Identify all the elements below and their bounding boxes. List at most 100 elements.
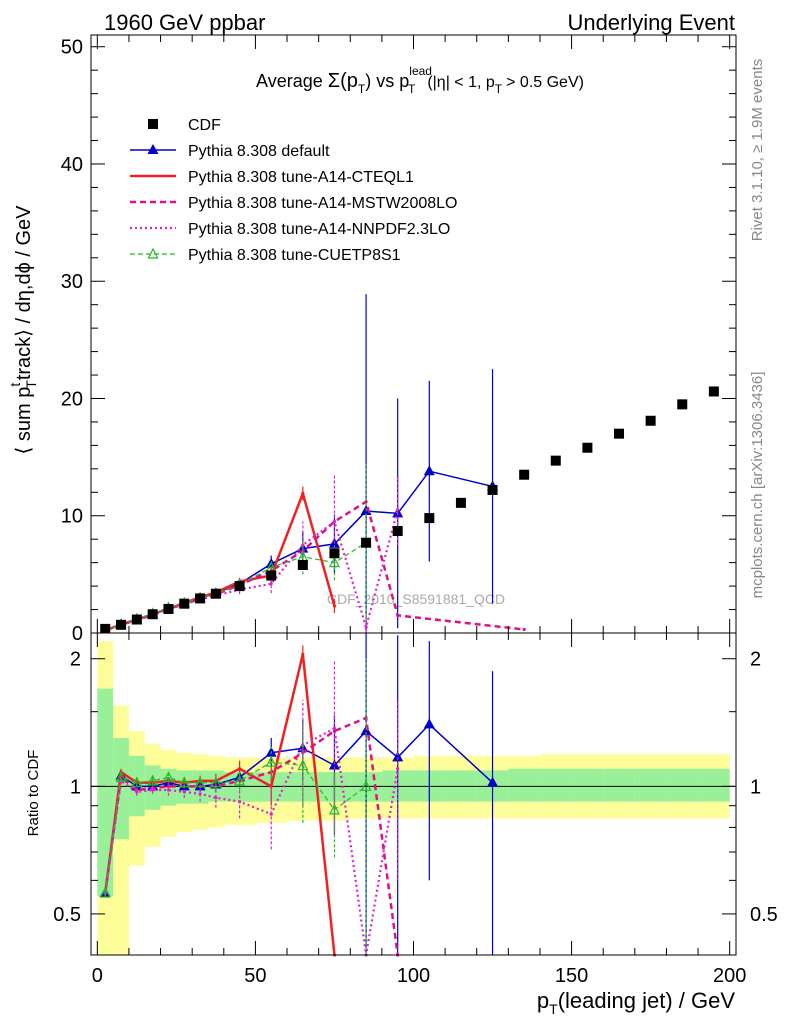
main-cdf-point — [677, 399, 688, 410]
main-plot-title: Average Σ(pT) vs plead T (|η| < 1, pT > 0.5… — [256, 64, 584, 96]
main-background-layer: CDF_2010_S8591881_QCD — [327, 591, 505, 607]
main-pythia-8-308-tune-a14-mstw2008lo-point — [364, 500, 368, 504]
ratio-series-layer — [99, 633, 499, 957]
main-cdf-point — [179, 598, 190, 609]
ratio-green-band-segment — [508, 768, 540, 802]
ratio-y-tick-label-left: 2 — [70, 649, 81, 671]
ratio-green-band-segment — [571, 768, 604, 802]
ratio-y-tick-label-left: 1 — [70, 776, 81, 798]
x-tick-label: 50 — [244, 965, 266, 987]
ratio-green-band-segment — [666, 768, 699, 802]
main-cdf-point — [361, 537, 372, 548]
legend-pythia-8-308-tune-cuetp8s1-label: Pythia 8.308 tune-CUETP8S1 — [188, 247, 401, 264]
ratio-pythia-8-308-tune-a14-nnpdf2-3lo-point — [238, 800, 242, 804]
legend-cdf-label: CDF — [188, 117, 221, 134]
ratio-pythia-8-308-tune-a14-nnpdf2-3lo-point — [332, 726, 337, 730]
header-left: 1960 GeV ppbar — [104, 10, 265, 35]
ratio-y-tick-label-right: 1 — [750, 776, 761, 798]
x-tick-label: 0 — [92, 965, 103, 987]
ratio-pythia-8-308-default-point — [360, 725, 372, 736]
main-pythia-8-308-tune-cuetp8s1-point — [328, 556, 340, 568]
ratio-pythia-8-308-tune-a14-cteql1-point — [301, 652, 305, 656]
ratio-pythia-8-308-tune-cuetp8s1-point — [297, 759, 309, 771]
rivet-version-label: Rivet 3.1.10, ≥ 1.9M events — [749, 59, 766, 242]
ratio-pythia-8-308-default-line — [104, 723, 494, 894]
main-cdf-point — [234, 581, 245, 592]
ratio-pythia-8-308-default-point — [487, 776, 499, 787]
ratio-pythia-8-308-tune-cuetp8s1-point — [194, 776, 206, 788]
main-y-tick-label: 0 — [72, 623, 83, 645]
ratio-axis-ticks: 0.5 0.5 1 1 2 2 0 50 100 150 200 — [53, 633, 778, 987]
main-pythia-8-308-tune-a14-cteql1-point — [301, 491, 305, 496]
legend-cdf-marker — [148, 119, 158, 129]
main-cdf-point — [329, 548, 340, 559]
main-cdf-point — [195, 593, 206, 604]
ratio-green-band-segment — [603, 768, 635, 802]
ratio-pythia-8-308-tune-a14-cteql1-point — [238, 767, 242, 771]
main-y-tick-label: 30 — [61, 271, 83, 293]
main-cdf-point — [392, 525, 403, 536]
ratio-pythia-8-308-tune-a14-nnpdf2-3lo-point — [198, 792, 202, 796]
ratio-pythia-8-308-tune-cuetp8s1-point — [178, 776, 190, 788]
ratio-pythia-8-308-tune-cuetp8s1-point — [234, 774, 246, 786]
main-cdf-point — [645, 415, 656, 426]
ratio-y-axis-label: Ratio to CDF — [25, 750, 42, 837]
legend: CDF Pythia 8.308 default Pythia 8.308 tune… — [130, 117, 457, 264]
x-tick-label: 100 — [397, 965, 430, 987]
main-y-tick-label: 10 — [61, 506, 83, 528]
legend-pythia-8-308-tune-a14-cteql1-label: Pythia 8.308 tune-A14-CTEQL1 — [188, 169, 414, 186]
ratio-pythia-8-308-tune-cuetp8s1-point — [99, 886, 111, 898]
ratio-green-band-segment — [634, 768, 667, 802]
ratio-pythia-8-308-tune-cuetp8s1-point — [162, 771, 174, 782]
main-pythia-8-308-tune-a14-mstw2008lo-line — [104, 499, 525, 632]
ratio-pythia-8-308-tune-a14-nnpdf2-3lo-point — [182, 790, 186, 794]
ratio-panel: 0.5 0.5 1 1 2 2 0 50 100 150 200 Ratio to CDF pT(l… — [25, 632, 778, 1017]
main-pythia-8-308-tune-a14-cteql1-point — [332, 604, 337, 608]
ratio-pythia-8-308-tune-cuetp8s1-point — [328, 803, 340, 815]
ratio-y-tick-label-right: 2 — [750, 649, 761, 671]
header-right: Underlying Event — [567, 10, 735, 35]
main-cdf-point — [455, 497, 466, 508]
mcplots-label: mcplots.cern.ch [arXiv:1306.3436] — [749, 372, 766, 599]
ratio-pythia-8-308-tune-a14-cteql1-point — [269, 784, 273, 788]
main-cdf-point — [116, 619, 127, 630]
ratio-pythia-8-308-default-point — [423, 718, 435, 729]
main-cdf-point — [147, 609, 158, 620]
ratio-pythia-8-308-tune-cuetp8s1-point — [265, 755, 277, 767]
main-pythia-8-308-tune-a14-mstw2008lo-point — [522, 627, 526, 632]
main-cdf-point — [131, 614, 142, 625]
main-y-axis-label: ⟨ sum ptTtrack⟩ / dη,dϕ / GeV — [7, 205, 39, 455]
main-pythia-8-308-tune-a14-mstw2008lo-point — [396, 613, 400, 618]
ratio-y-tick-label-right: 0.5 — [750, 904, 778, 926]
ratio-pythia-8-308-tune-a14-nnpdf2-3lo-point — [166, 788, 171, 792]
main-cdf-point — [424, 513, 435, 524]
main-cdf-point — [210, 588, 221, 599]
x-axis-label: pT(leading jet) / GeV — [537, 988, 735, 1017]
main-cdf-point — [163, 603, 174, 614]
main-cdf-point — [614, 428, 625, 439]
analysis-watermark: CDF_2010_S8591881_QCD — [327, 591, 505, 607]
legend-pythia-8-308-default-marker — [147, 144, 159, 154]
main-pythia-8-308-tune-a14-nnpdf2-3lo-point — [301, 543, 305, 547]
ratio-pythia-8-308-tune-a14-cteql1-line — [103, 653, 336, 956]
ratio-pythia-8-308-tune-a14-nnpdf2-3lo-point — [135, 790, 139, 794]
ratio-pythia-8-308-default-point — [392, 751, 404, 762]
ratio-pythia-8-308-tune-cuetp8s1-point — [115, 771, 127, 782]
main-series-layer — [99, 294, 719, 636]
ratio-pythia-8-308-tune-a14-mstw2008lo-line — [103, 716, 399, 956]
main-plot-background — [91, 35, 736, 633]
main-y-tick-label: 40 — [61, 154, 83, 176]
main-pythia-8-308-default-point — [423, 465, 435, 476]
ratio-pythia-8-308-tune-a14-nnpdf2-3lo-point — [396, 767, 400, 771]
main-y-tick-label: 50 — [61, 37, 83, 59]
main-cdf-point — [297, 559, 308, 570]
main-pythia-8-308-tune-a14-nnpdf2-3lo-point — [332, 520, 337, 524]
ratio-pythia-8-308-tune-a14-mstw2008lo-point — [238, 779, 242, 783]
ratio-pythia-8-308-tune-a14-nnpdf2-3lo-point — [151, 788, 155, 792]
main-cdf-point — [708, 386, 719, 397]
ratio-pythia-8-308-tune-a14-mstw2008lo-point — [166, 784, 171, 788]
ratio-pythia-8-308-tune-cuetp8s1-point — [210, 776, 222, 788]
ratio-pythia-8-308-tune-cuetp8s1-point — [131, 776, 143, 788]
main-y-tick-label: 20 — [61, 388, 83, 410]
